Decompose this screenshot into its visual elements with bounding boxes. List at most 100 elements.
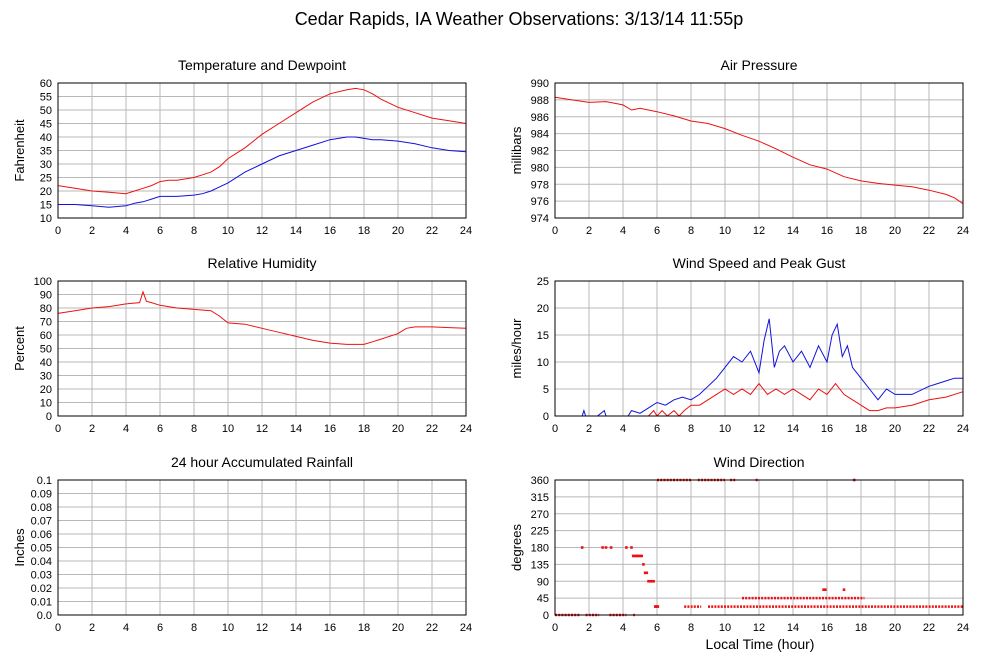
y-tick-label: 25 — [537, 276, 549, 288]
x-tick-label: 12 — [256, 423, 268, 435]
direction-point — [643, 571, 647, 575]
x-tick-label: 16 — [324, 225, 336, 237]
x-tick-label: 20 — [889, 423, 901, 435]
x-tick-label: 20 — [392, 622, 404, 634]
direction-point — [645, 571, 649, 575]
y-tick-label: 980 — [531, 162, 549, 174]
x-tick-label: 20 — [392, 225, 404, 237]
direction-point — [647, 579, 650, 583]
x-tick-label: 8 — [191, 622, 197, 634]
direction-point — [640, 554, 643, 558]
y-tick-label: 0.08 — [31, 502, 52, 514]
x-tick-label: 0 — [55, 225, 61, 237]
y-tick-label: 10 — [537, 357, 549, 369]
y-tick-label: 25 — [40, 173, 52, 185]
x-tick-label: 12 — [256, 622, 268, 634]
x-tick-label: 18 — [855, 423, 867, 435]
y-tick-label: 50 — [40, 344, 52, 356]
x-tick-label: 18 — [855, 622, 867, 634]
y-tick-label: 180 — [531, 543, 549, 555]
x-tick-label: 0 — [55, 622, 61, 634]
y-tick-label: 30 — [40, 159, 52, 171]
y-tick-label: 45 — [537, 593, 549, 605]
y-tick-label: 5 — [543, 384, 549, 396]
y-tick-label: 0.03 — [31, 570, 52, 582]
x-tick-label: 6 — [654, 423, 660, 435]
y-axis-label: Percent — [12, 326, 27, 371]
y-tick-label: 90 — [40, 290, 52, 302]
x-tick-label: 16 — [821, 622, 833, 634]
x-tick-label: 24 — [957, 225, 969, 237]
y-tick-label: 988 — [531, 95, 549, 107]
x-tick-label: 4 — [123, 423, 129, 435]
x-tick-label: 8 — [688, 225, 694, 237]
direction-point — [625, 546, 628, 549]
direction-point — [638, 554, 642, 558]
plot-frame — [57, 280, 467, 417]
direction-point — [824, 588, 827, 591]
x-tick-label: 0 — [552, 622, 558, 634]
x-tick-label: 6 — [157, 225, 163, 237]
y-tick-label: 0 — [543, 610, 549, 622]
y-tick-label: 0 — [543, 411, 549, 423]
x-tick-label: 24 — [460, 423, 472, 435]
chart-title: 24 hour Accumulated Rainfall — [171, 454, 353, 470]
y-tick-label: 10 — [40, 213, 52, 225]
y-tick-label: 974 — [531, 213, 549, 225]
series-line-0 — [555, 318, 963, 417]
y-tick-label: 978 — [531, 179, 549, 191]
y-tick-label: 50 — [40, 105, 52, 117]
y-tick-label: 35 — [40, 146, 52, 158]
x-tick-label: 24 — [957, 423, 969, 435]
x-tick-label: 8 — [688, 622, 694, 634]
x-tick-label: 2 — [586, 622, 592, 634]
y-tick-label: 984 — [531, 129, 549, 141]
x-tick-label: 16 — [821, 423, 833, 435]
y-axis-label: millibars — [509, 126, 524, 174]
x-tick-label: 18 — [358, 423, 370, 435]
x-tick-label: 6 — [157, 622, 163, 634]
x-tick-label: 10 — [222, 622, 234, 634]
x-tick-label: 24 — [460, 622, 472, 634]
y-tick-label: 10 — [40, 398, 52, 410]
direction-point — [601, 546, 604, 549]
x-tick-label: 22 — [426, 423, 438, 435]
x-tick-label: 4 — [123, 622, 129, 634]
y-tick-label: 20 — [40, 186, 52, 198]
direction-point — [652, 579, 655, 583]
x-tick-label: 16 — [324, 423, 336, 435]
x-tick-label: 24 — [957, 622, 969, 634]
x-tick-label: 22 — [923, 225, 935, 237]
plot-frame — [554, 479, 964, 616]
x-tick-label: 0 — [55, 423, 61, 435]
x-tick-label: 2 — [89, 622, 95, 634]
x-tick-label: 14 — [787, 225, 799, 237]
x-tick-label: 10 — [222, 423, 234, 435]
x-tick-label: 12 — [753, 622, 765, 634]
y-tick-label: 270 — [531, 509, 549, 521]
x-tick-label: 18 — [358, 225, 370, 237]
y-tick-label: 60 — [40, 330, 52, 342]
x-tick-label: 22 — [923, 423, 935, 435]
y-tick-label: 225 — [531, 526, 549, 538]
y-tick-label: 990 — [531, 78, 549, 90]
y-axis-label: degrees — [509, 524, 524, 571]
x-tick-label: 2 — [89, 423, 95, 435]
direction-point — [609, 546, 613, 549]
y-tick-label: 15 — [40, 200, 52, 212]
direction-point — [580, 546, 584, 549]
y-tick-label: 0.0 — [37, 610, 52, 622]
plot-frame — [57, 479, 467, 616]
series-line-0 — [57, 87, 467, 195]
direction-point — [642, 563, 645, 566]
x-tick-label: 8 — [688, 423, 694, 435]
direction-point — [635, 554, 638, 558]
direction-point — [822, 588, 825, 591]
y-tick-label: 135 — [531, 559, 549, 571]
y-tick-label: 0.01 — [31, 597, 52, 609]
x-tick-label: 14 — [787, 622, 799, 634]
